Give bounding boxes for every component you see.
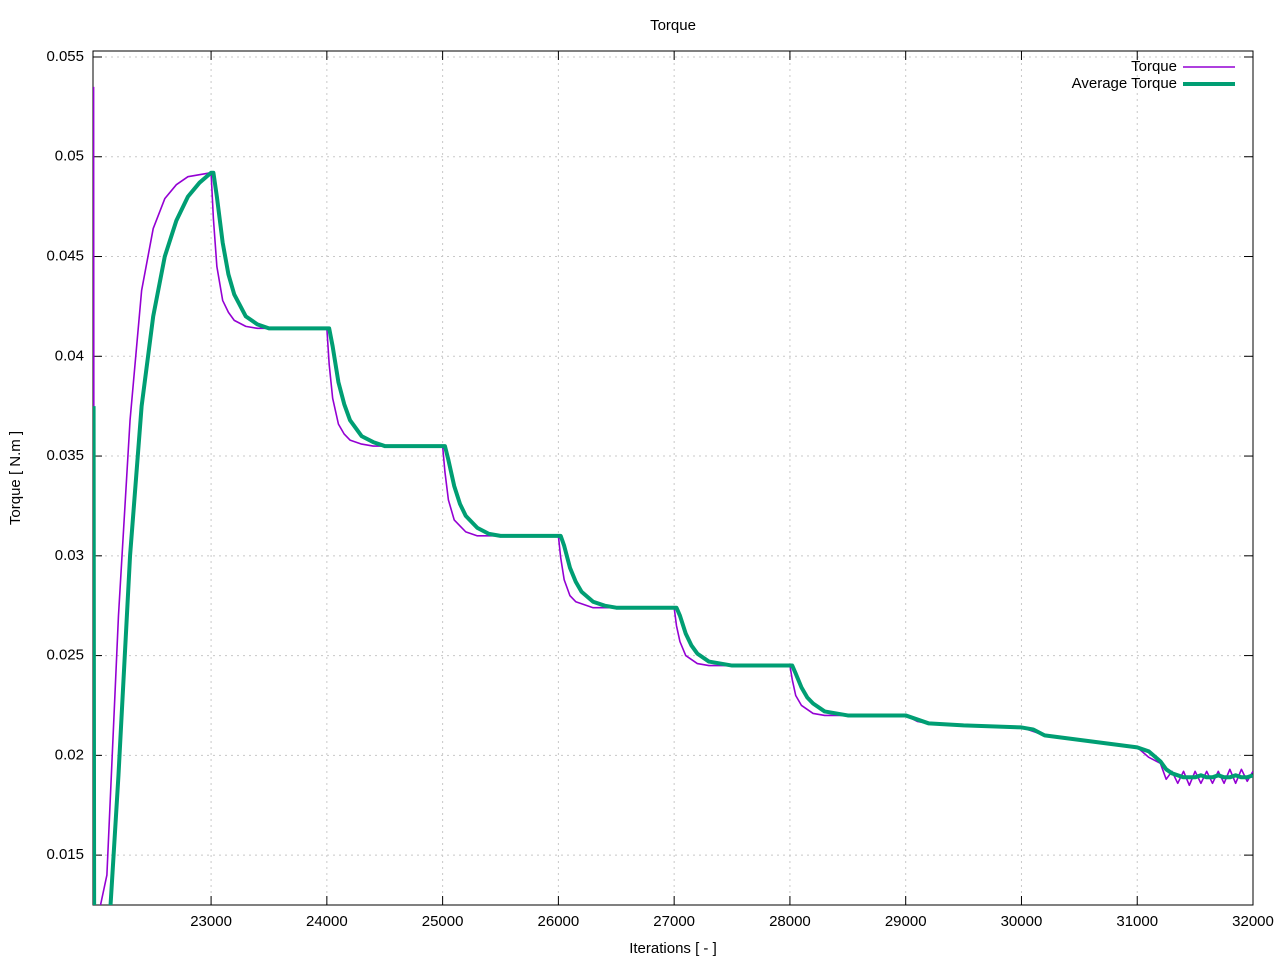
x-tick-label: 27000 xyxy=(653,913,695,930)
legend-label: Torque xyxy=(1131,58,1177,75)
x-tick-label: 24000 xyxy=(306,913,348,930)
y-axis-label: Torque [ N.m ] xyxy=(7,431,24,525)
x-tick-label: 25000 xyxy=(422,913,464,930)
x-axis-label: Iterations [ - ] xyxy=(629,940,717,957)
y-tick-label: 0.02 xyxy=(55,746,84,763)
chart-title: Torque xyxy=(650,17,696,34)
x-tick-label: 23000 xyxy=(190,913,232,930)
y-tick-label: 0.05 xyxy=(55,148,84,165)
x-tick-label: 26000 xyxy=(538,913,580,930)
y-tick-label: 0.03 xyxy=(55,547,84,564)
y-tick-label: 0.045 xyxy=(46,247,84,264)
x-tick-label: 30000 xyxy=(1001,913,1043,930)
y-tick-label: 0.025 xyxy=(46,647,84,664)
x-tick-label: 29000 xyxy=(885,913,927,930)
y-tick-label: 0.015 xyxy=(46,846,84,863)
legend-label: Average Torque xyxy=(1072,75,1177,92)
series-line xyxy=(93,170,1253,905)
series-line xyxy=(93,86,1253,905)
plot-frame xyxy=(92,50,1254,906)
y-tick-label: 0.04 xyxy=(55,347,84,364)
x-tick-label: 32000 xyxy=(1232,913,1274,930)
y-tick-label: 0.055 xyxy=(46,48,84,65)
x-tick-label: 31000 xyxy=(1116,913,1158,930)
x-tick-label: 28000 xyxy=(769,913,811,930)
y-tick-label: 0.035 xyxy=(46,447,84,464)
